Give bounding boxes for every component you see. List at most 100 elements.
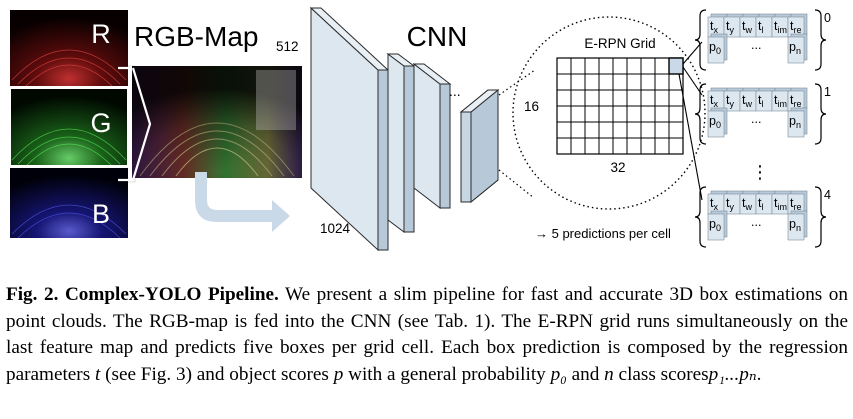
channel-b-label: B bbox=[92, 199, 110, 229]
prediction-index: 1 bbox=[824, 85, 831, 99]
score-cell-pn: pn bbox=[787, 33, 808, 64]
rgb-map-bracket bbox=[131, 67, 152, 181]
rgb-map-image bbox=[132, 66, 302, 178]
caption-var-t: t bbox=[94, 363, 101, 385]
score-cell-p0: p0 bbox=[707, 107, 728, 138]
caption-text-6: . bbox=[756, 363, 762, 385]
cnn-block-1 bbox=[309, 6, 390, 252]
pipeline-figure: R G B RGB-Map 512 bbox=[9, 6, 831, 252]
vertical-ellipsis: ⋮ bbox=[751, 162, 769, 182]
grid-title: E-RPN Grid bbox=[584, 36, 655, 51]
caption-var-range: p₁...pₙ bbox=[708, 363, 757, 385]
cnn-block-4 bbox=[459, 88, 500, 204]
erpn-grid bbox=[556, 57, 684, 155]
prediction-index: 0 bbox=[824, 11, 831, 25]
cnn-ellipsis: ... bbox=[449, 83, 461, 99]
param-label: ty bbox=[726, 196, 734, 212]
channel-highlight-frame bbox=[9, 87, 129, 167]
channel-r: R bbox=[10, 10, 128, 87]
param-cell-tim: tim bbox=[771, 190, 792, 215]
rgb-to-cnn-arrow bbox=[195, 172, 290, 232]
grid-cols-label: 32 bbox=[610, 160, 625, 175]
score-label: pn bbox=[789, 114, 801, 130]
param-cell-tre: tre bbox=[787, 87, 808, 112]
left-brace bbox=[694, 186, 707, 248]
param-label: tre bbox=[790, 196, 802, 212]
param-cell-tim: tim bbox=[771, 87, 792, 112]
link-group-4 bbox=[678, 73, 703, 201]
param-label: tx bbox=[710, 196, 718, 212]
caption-title: Complex-YOLO Pipeline. bbox=[64, 284, 279, 305]
right-brace bbox=[814, 9, 827, 71]
param-cell-tw: tw bbox=[739, 13, 760, 38]
dim-1024: 1024 bbox=[320, 221, 351, 236]
param-cell-tw: tw bbox=[739, 87, 760, 112]
zoom-line-top bbox=[498, 69, 536, 96]
param-label: tre bbox=[790, 93, 802, 109]
right-brace bbox=[814, 83, 827, 145]
param-label: tre bbox=[790, 19, 802, 35]
score-label: pn bbox=[789, 217, 801, 233]
score-label: p0 bbox=[709, 217, 721, 233]
left-brace bbox=[694, 9, 707, 71]
left-brace bbox=[694, 83, 707, 145]
right-brace bbox=[814, 186, 827, 248]
param-cell-tl: tl bbox=[755, 190, 776, 215]
param-cell-tre: tre bbox=[787, 190, 808, 215]
param-cell-tre: tre bbox=[787, 13, 808, 38]
score-cell-pn: pn bbox=[787, 107, 808, 138]
score-label: p0 bbox=[709, 114, 721, 130]
param-cell-ty: ty bbox=[723, 13, 744, 38]
caption-label: Fig. 2. bbox=[6, 284, 59, 305]
cnn-network: ... bbox=[309, 6, 500, 252]
score-label: p0 bbox=[709, 40, 721, 56]
score-ellipsis: ... bbox=[751, 112, 761, 126]
score-ellipsis: ... bbox=[751, 215, 761, 229]
score-cell-pn: pn bbox=[787, 210, 808, 241]
caption-var-p: p bbox=[333, 363, 344, 385]
param-cell-tx: tx bbox=[707, 13, 728, 38]
grid-rows-label: 16 bbox=[524, 99, 539, 114]
figure-caption: Fig. 2. Complex-YOLO Pipeline. We presen… bbox=[6, 282, 848, 388]
param-label: tw bbox=[742, 93, 752, 109]
param-label: tx bbox=[710, 93, 718, 109]
param-label: tx bbox=[710, 19, 718, 35]
dim-512: 512 bbox=[276, 39, 299, 54]
channel-r-label: R bbox=[91, 19, 111, 49]
param-label: tw bbox=[742, 19, 752, 35]
predictions-note: → 5 predictions per cell bbox=[535, 226, 671, 241]
cnn-title: CNN bbox=[407, 21, 468, 52]
zoom-circle bbox=[512, 16, 706, 210]
param-label: tl bbox=[758, 19, 763, 35]
zoom-line-bottom bbox=[498, 169, 535, 199]
link-group-0 bbox=[682, 41, 703, 65]
caption-text-1: We present a slim pipeline for fast and … bbox=[6, 284, 848, 385]
prediction-group-0: 0 tx ty tw tl tim tre p0... pn bbox=[694, 9, 831, 71]
caption-var-n: n bbox=[604, 363, 614, 385]
caption-text-2: (see Fig. 3) and object scores bbox=[105, 363, 329, 385]
score-ellipsis: ... bbox=[751, 38, 761, 52]
param-label: tim bbox=[774, 196, 787, 212]
channel-b: B bbox=[10, 168, 128, 239]
param-label: tl bbox=[758, 196, 763, 212]
param-cell-tim: tim bbox=[771, 13, 792, 38]
param-label: tim bbox=[774, 93, 787, 109]
caption-var-p0: p₀ bbox=[550, 363, 567, 385]
param-cell-tw: tw bbox=[739, 190, 760, 215]
caption-text-5: class scores bbox=[618, 363, 709, 385]
param-label: ty bbox=[726, 93, 734, 109]
caption-text-4: and bbox=[571, 363, 600, 385]
grid-highlight-cell bbox=[668, 57, 684, 75]
param-label: tl bbox=[758, 93, 763, 109]
param-cell-ty: ty bbox=[723, 190, 744, 215]
prediction-group-4: 4 tx ty tw tl tim tre p0... pn bbox=[694, 186, 831, 248]
param-label: ty bbox=[726, 19, 734, 35]
channel-g: G bbox=[10, 88, 128, 167]
param-label: tim bbox=[774, 19, 787, 35]
prediction-index: 4 bbox=[824, 188, 831, 202]
link-group-1 bbox=[682, 66, 703, 96]
rgb-map-title: RGB-Map bbox=[134, 21, 258, 52]
cnn-block-2 bbox=[386, 53, 416, 233]
param-label: tw bbox=[742, 196, 752, 212]
